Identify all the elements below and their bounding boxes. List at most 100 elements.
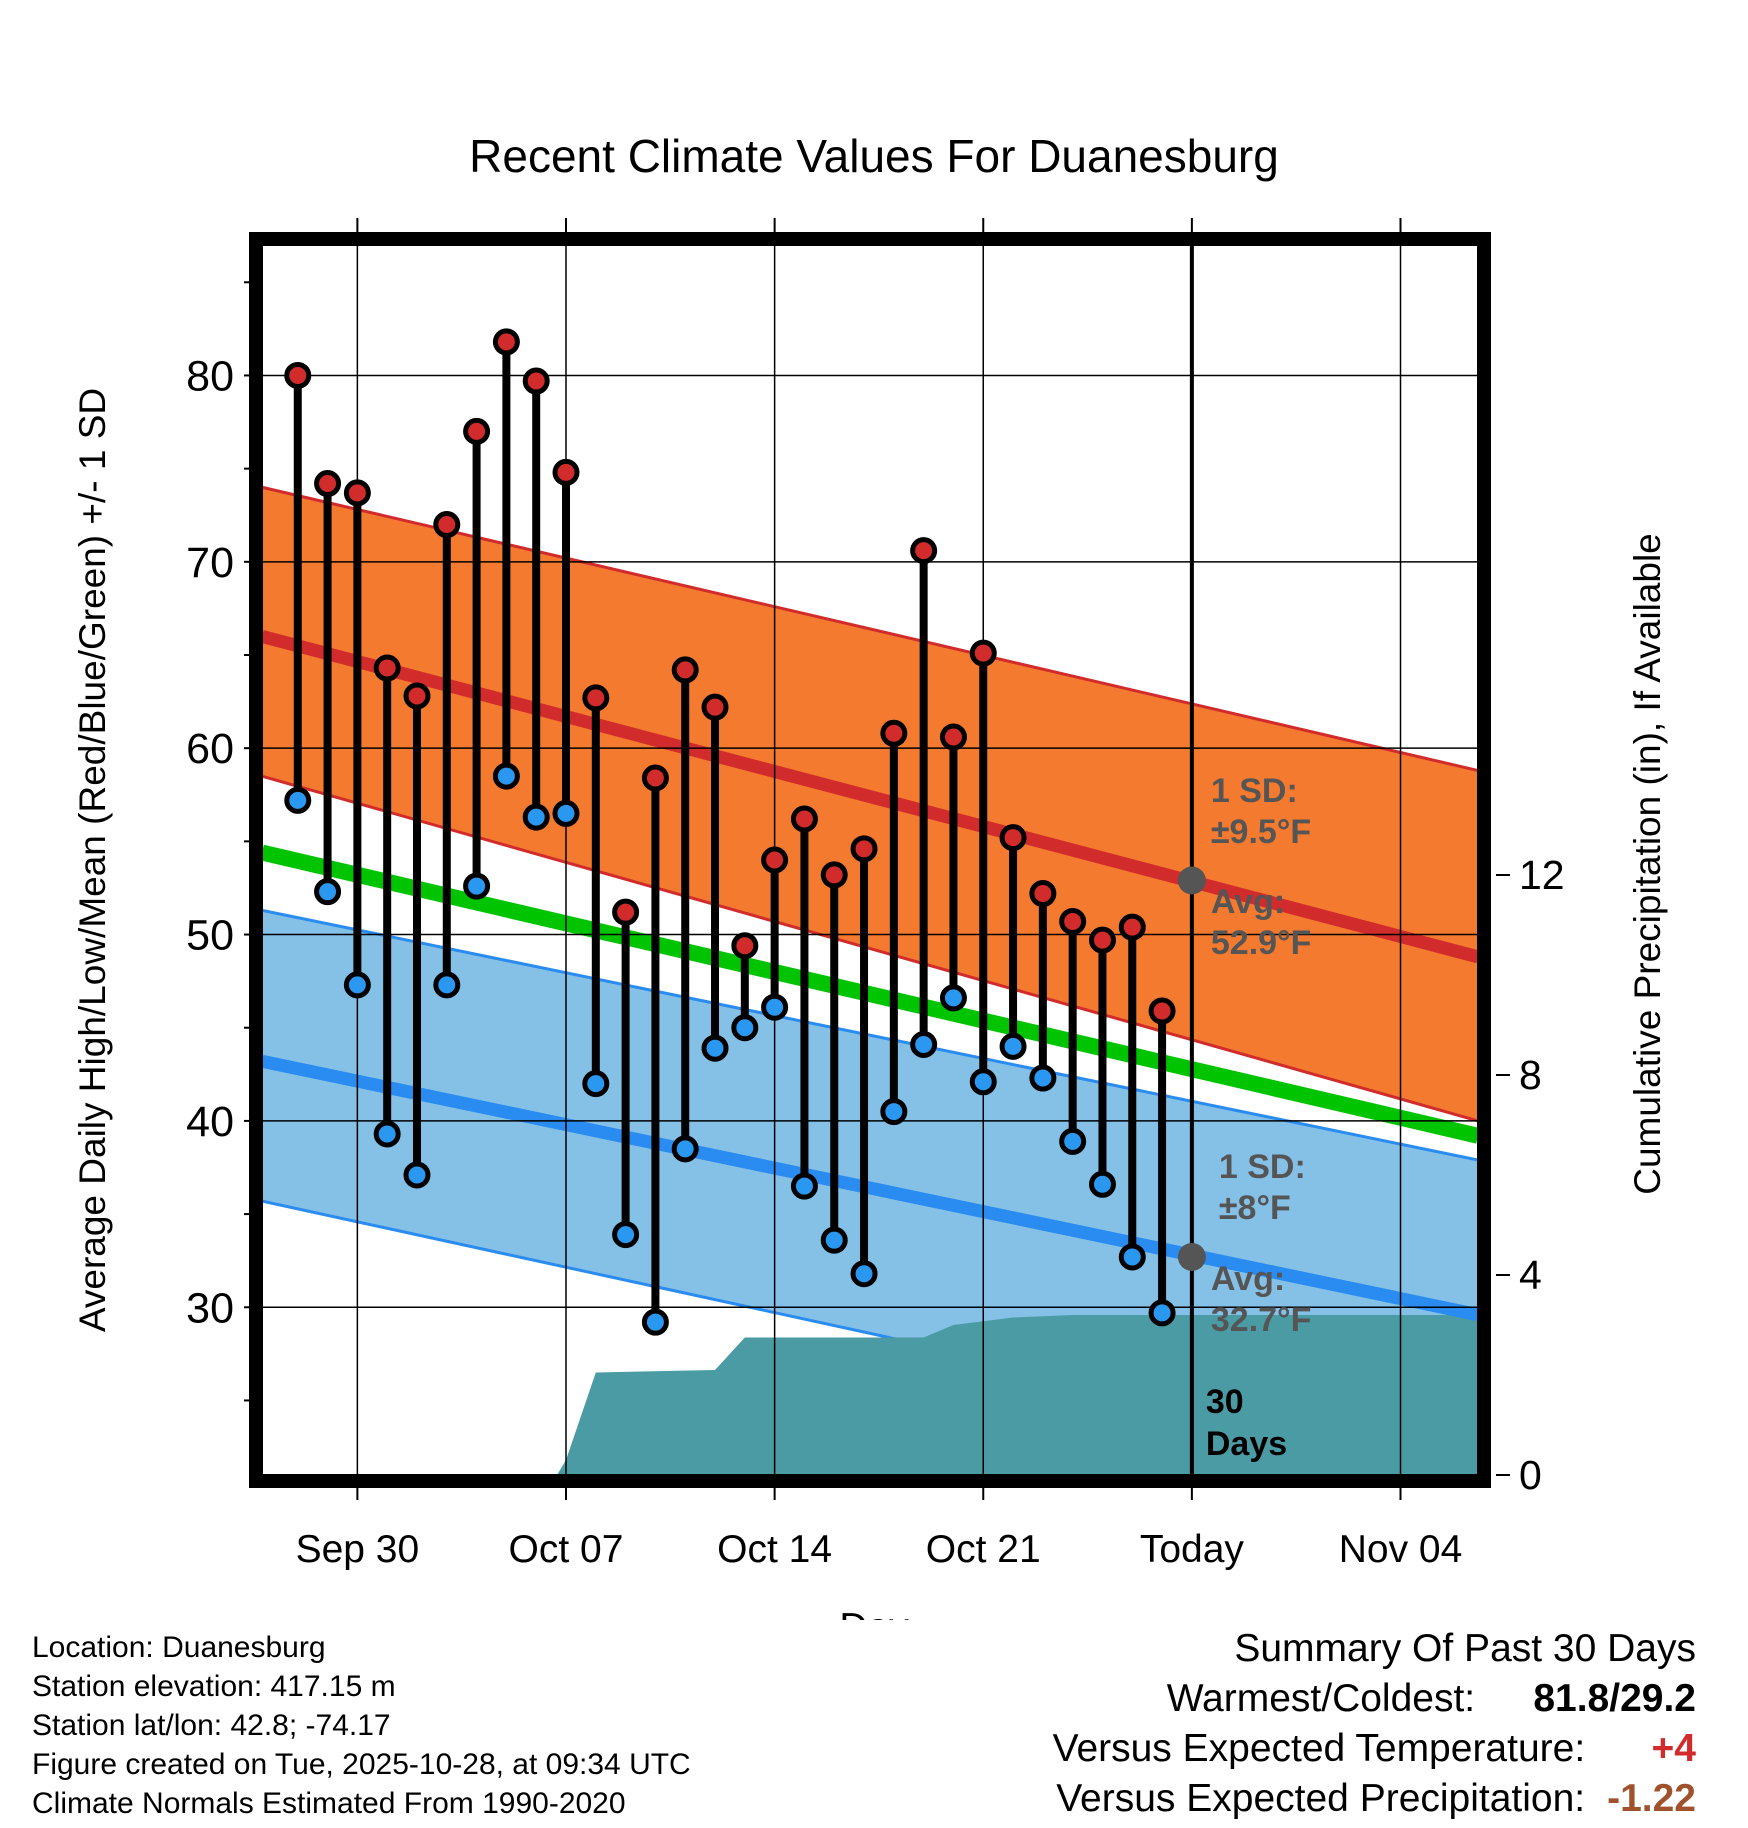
low-sd-value: ±8°F (1219, 1189, 1291, 1227)
daily-high-dot (552, 458, 580, 486)
temp-deviation-label: Versus Expected Temperature: (1052, 1727, 1586, 1770)
daily-low-dot (701, 1034, 729, 1062)
days-window-number: 30 (1206, 1383, 1244, 1421)
daily-low-dot (790, 1172, 818, 1200)
warmest-coldest-label: Warmest/Coldest: (1166, 1677, 1476, 1720)
daily-high-dot (463, 417, 491, 445)
daily-low-dot (969, 1068, 997, 1096)
y-right-tick-label: 0 (1519, 1452, 1542, 1498)
y-left-tick-label: 30 (186, 1284, 234, 1332)
low-sd-label: 1 SD: (1219, 1148, 1306, 1186)
daily-high-dot (820, 861, 848, 889)
high-sd-label: 1 SD: (1211, 772, 1298, 810)
daily-low-dot (552, 799, 580, 827)
daily-high-dot (790, 805, 818, 833)
daily-high-dot (969, 639, 997, 667)
daily-low-dot (1118, 1243, 1146, 1271)
daily-low-dot (284, 786, 312, 814)
daily-high-dot (373, 654, 401, 682)
daily-low-dot (314, 878, 342, 906)
precip-deviation-row: Versus Expected Precipitation: -1.22 (1053, 1774, 1696, 1824)
daily-high-dot (939, 723, 967, 751)
daily-high-dot (1088, 926, 1116, 954)
daily-low-dot (433, 971, 461, 999)
normals-text: Climate Normals Estimated From 1990-2020 (32, 1787, 626, 1820)
y-right-tick-label: 4 (1519, 1252, 1542, 1298)
station-info: Location: Duanesburg Station elevation: … (32, 1628, 691, 1823)
daily-high-dot (731, 932, 759, 960)
warmest-coldest-row: Warmest/Coldest: 81.8/29.2 (1053, 1674, 1696, 1724)
elevation-text: Station elevation: 417.15 m (32, 1670, 396, 1703)
summary-title: Summary Of Past 30 Days (1234, 1627, 1696, 1670)
daily-high-dot (701, 693, 729, 721)
x-axis-label: Day (839, 1606, 909, 1620)
daily-high-dot (314, 470, 342, 498)
today-normal-high-dot (1177, 866, 1206, 895)
summary-panel: Summary Of Past 30 Days Warmest/Coldest:… (1053, 1624, 1696, 1824)
latlon-text: Station lat/lon: 42.8; -74.17 (32, 1709, 391, 1742)
daily-high-dot (880, 719, 908, 747)
daily-low-dot (1059, 1127, 1087, 1155)
chart-title: Recent Climate Values For Duanesburg (469, 130, 1279, 182)
daily-low-dot (1029, 1064, 1057, 1092)
x-tick-label: Oct 14 (717, 1528, 832, 1571)
daily-low-dot (731, 1014, 759, 1042)
plot-frame (249, 232, 1491, 1488)
warmest-coldest-value: 81.8/29.2 (1533, 1677, 1696, 1720)
high-sd-value: ±9.5°F (1211, 813, 1311, 851)
daily-high-dot (910, 537, 938, 565)
daily-high-dot (612, 898, 640, 926)
daily-high-dot (1059, 908, 1087, 935)
daily-high-dot (522, 367, 550, 395)
daily-low-dot (939, 984, 967, 1012)
normal-mean-line (262, 844, 1478, 1144)
low-avg-value: 32.7°F (1211, 1301, 1312, 1339)
daily-low-dot (880, 1098, 908, 1126)
x-tick-label: Sep 30 (296, 1528, 420, 1571)
y-left-tick-label: 70 (186, 539, 234, 587)
daily-high-dot (433, 511, 461, 539)
y-left-tick-label: 80 (186, 352, 234, 400)
y-left-axis-label: Average Daily High/Low/Mean (Red/Blue/Gr… (72, 388, 113, 1332)
daily-low-dot (522, 803, 550, 831)
y-right-tick-label: 12 (1519, 852, 1565, 898)
normal-high-band-upper-edge (262, 485, 1478, 773)
daily-high-dot (1148, 997, 1176, 1025)
daily-low-dot (1088, 1170, 1116, 1198)
created-text: Figure created on Tue, 2025-10-28, at 09… (32, 1748, 691, 1781)
y-left-tick-label: 50 (186, 912, 234, 960)
high-avg-label: Avg: (1211, 883, 1285, 921)
daily-high-dot (999, 824, 1027, 852)
normal-low-band-upper-edge (262, 908, 1478, 1162)
daily-low-dot (641, 1308, 669, 1336)
x-tick-label: Oct 07 (509, 1528, 624, 1571)
y-left-tick-label: 40 (186, 1098, 234, 1146)
daily-high-dot (641, 764, 669, 792)
y-left-tick-label: 60 (186, 725, 234, 773)
y-right-axis-label: Cumulative Precipitation (in), If Availa… (1627, 533, 1668, 1195)
daily-low-dot (343, 971, 371, 999)
daily-high-dot (582, 684, 610, 712)
low-avg-label: Avg: (1211, 1260, 1285, 1298)
daily-low-dot (671, 1135, 699, 1163)
days-window-label: Days (1206, 1425, 1287, 1463)
normal-high-line (262, 630, 1478, 964)
daily-high-dot (1118, 913, 1146, 941)
precip-area (262, 1315, 1478, 1475)
temp-deviation-row: Versus Expected Temperature: +4 (1053, 1724, 1696, 1774)
climate-chart: Recent Climate Values For Duanesburg 1 S… (72, 130, 1668, 1620)
precip-deviation-label: Versus Expected Precipitation: (1056, 1777, 1586, 1820)
temp-deviation-value: +4 (1651, 1727, 1696, 1770)
daily-low-dot (910, 1031, 938, 1058)
daily-low-dot (403, 1161, 431, 1189)
daily-low-dot (492, 762, 520, 790)
daily-high-dot (403, 682, 431, 710)
daily-high-dot (284, 361, 312, 389)
daily-low-dot (761, 993, 789, 1021)
daily-high-dot (343, 479, 371, 507)
normal-high-band-lower-edge (262, 774, 1478, 1123)
x-tick-label: Oct 21 (926, 1528, 1041, 1571)
daily-high-dot (492, 328, 520, 356)
x-tick-label: Today (1140, 1528, 1245, 1571)
